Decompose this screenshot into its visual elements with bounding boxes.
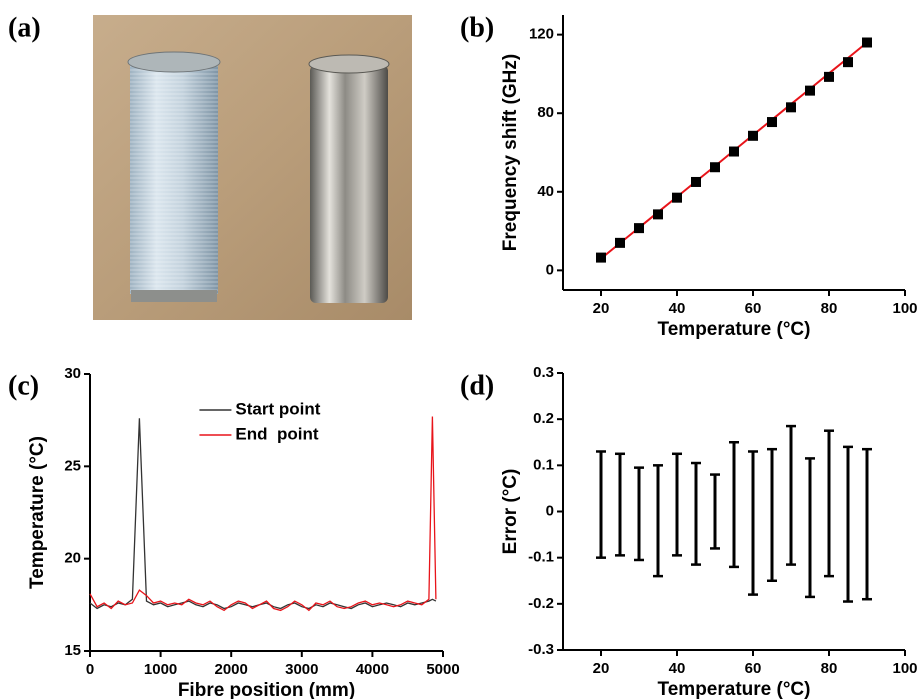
x-tick-label: 40 [669,300,686,317]
x-tick-label: 4000 [356,661,389,678]
y-axis-title: Frequency shift (GHz) [500,54,521,251]
y-tick-label: 25 [64,457,81,474]
panel-label: (c) [8,370,39,401]
x-tick-label: 60 [745,660,762,677]
x-tick-label: 80 [821,660,838,677]
coil-top [127,51,221,73]
marker [824,71,834,82]
marker [748,130,758,141]
y-axis-title: Error (°C) [500,469,521,555]
panel-label: (b) [460,12,494,43]
marker [691,176,701,187]
marker [862,37,872,48]
steel-cylinder [310,65,388,303]
y-tick-label: 0.3 [533,364,554,381]
x-axis-title: Temperature (°C) [658,319,811,340]
legend-label: Start point [235,399,320,418]
marker [615,237,625,248]
x-tick-label: 40 [669,660,686,677]
y-tick-label: 0 [546,261,554,278]
x-tick-label: 100 [892,660,917,677]
x-tick-label: 80 [821,300,838,317]
y-tick-label: 20 [64,550,81,567]
x-tick-label: 20 [593,660,610,677]
y-tick-label: 80 [537,104,554,121]
x-tick-label: 1000 [144,661,177,678]
x-tick-label: 5000 [426,661,459,678]
x-tick-label: 20 [593,300,610,317]
y-tick-label: 0 [546,502,554,519]
cylinder-top [308,54,390,74]
marker [786,102,796,113]
x-tick-label: 100 [892,300,917,317]
y-tick-label: -0.2 [528,595,554,612]
coil-base [131,290,217,302]
y-tick-label: 0.2 [533,410,554,427]
marker [710,162,720,173]
x-tick-label: 3000 [285,661,318,678]
y-tick-label: 15 [64,642,81,659]
x-axis-title: Fibre position (mm) [178,680,355,699]
x-axis-title: Temperature (°C) [658,679,811,699]
panel-label: (a) [8,12,41,43]
marker [729,146,739,157]
marker [843,57,853,68]
marker [653,209,663,220]
y-tick-label: -0.1 [528,549,554,566]
data-line [89,418,437,610]
panel-label: (d) [460,370,494,401]
y-tick-label: 120 [529,26,554,43]
x-tick-label: 0 [86,661,94,678]
y-tick-label: -0.3 [528,641,554,658]
marker [596,252,606,263]
marker [805,85,815,96]
y-axis-title: Temperature (°C) [27,436,48,589]
marker [634,223,644,234]
photo [93,15,412,320]
fibre-windings [130,62,218,294]
x-tick-label: 2000 [215,661,248,678]
legend-label: End point [235,424,318,443]
y-tick-label: 40 [537,183,554,200]
marker [672,192,682,203]
y-tick-label: 30 [64,365,81,382]
marker [767,117,777,128]
data-line [89,416,437,612]
x-tick-label: 60 [745,300,762,317]
y-tick-label: 0.1 [533,456,554,473]
